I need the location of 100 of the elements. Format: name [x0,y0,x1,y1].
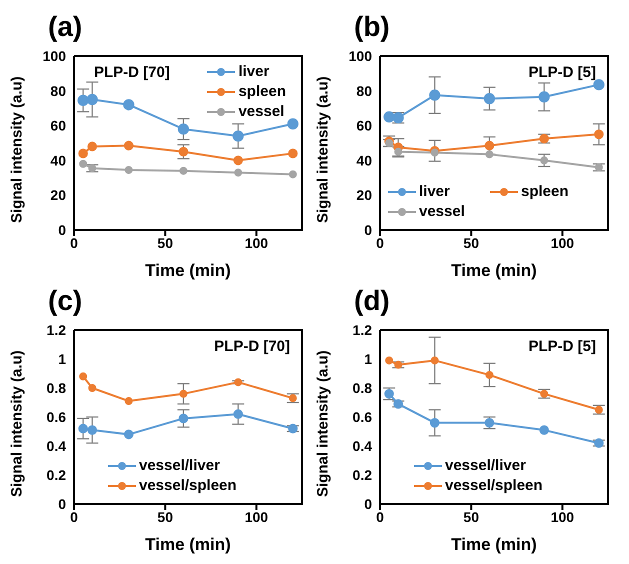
y-axis-title: Signal intensity (a.u) [8,350,26,497]
point [385,356,394,364]
point [79,160,88,168]
point [288,170,297,178]
x-tick-label: 50 [157,234,174,251]
point [594,406,603,414]
y-tick-label: 80 [356,82,372,99]
x-tick-label: 0 [376,508,384,525]
point [430,356,439,364]
chart-title: (b) [353,10,391,44]
annotation: PLP-D [5] [528,64,596,81]
y-tick-label: 40 [356,152,372,168]
point [540,156,548,164]
point [485,150,494,158]
point [538,91,550,102]
point [484,140,494,150]
y-tick-label: 0.4 [352,438,372,454]
y-tick-label: 0 [58,222,66,238]
legend-label: vessel/liver [445,456,526,476]
legend-label: vessel [238,102,284,122]
point [287,118,298,130]
point [234,378,242,386]
y-axis-title: Signal intensity (a.u) [8,76,26,223]
point [124,140,134,150]
x-axis-title: Time (min) [451,261,537,280]
point [288,394,297,402]
x-tick-label: 50 [463,508,480,525]
y-tick-label: 80 [50,82,66,99]
point [87,425,98,435]
y-tick-label: 0 [58,496,66,512]
point [234,168,242,177]
point [594,130,604,140]
y-tick-label: 60 [50,118,66,134]
chart-title: (a) [47,10,84,44]
x-tick-label: 50 [463,234,480,251]
point [430,418,440,428]
point [78,148,88,158]
point [78,424,88,434]
point [540,390,548,398]
point [594,438,604,448]
y-tick-label: 0.8 [352,380,372,396]
y-axis-title: Signal intensity (a.u) [314,76,332,223]
point [88,384,96,392]
point [233,156,243,166]
y-axis-title: Signal intensity (a.u) [314,350,332,497]
legend-label: liver [419,182,450,202]
y-tick-label: 1 [364,350,372,367]
y-tick-label: 0.4 [46,438,66,454]
y-tick-label: 20 [50,187,66,204]
x-tick-label: 100 [550,508,574,525]
point [124,430,134,440]
point [429,90,440,101]
y-tick-label: 0.8 [46,380,66,396]
chart-title: (d) [353,284,391,318]
y-tick-label: 1.2 [46,322,66,338]
legend-label: spleen [521,182,569,202]
x-axis-title: Time (min) [145,535,231,554]
x-axis-title: Time (min) [145,261,231,280]
x-tick-label: 0 [376,234,384,251]
x-tick-label: 0 [70,508,78,525]
point [484,93,496,104]
y-tick-label: 0.6 [46,408,66,425]
point [594,163,603,172]
y-tick-label: 100 [348,48,372,64]
x-tick-label: 50 [157,508,174,525]
x-tick-label: 100 [244,508,268,525]
point [79,372,88,380]
y-tick-label: 0.2 [46,466,66,483]
y-tick-label: 40 [50,152,66,168]
point [87,142,98,152]
y-tick-label: 100 [42,48,66,64]
point [179,390,188,398]
point [178,414,188,424]
y-tick-label: 1.2 [352,322,372,338]
legend-label: vessel/spleen [445,476,543,496]
legend-label: vessel/spleen [139,476,237,496]
point [384,111,395,122]
x-tick-label: 0 [70,234,78,251]
legend-label: spleen [238,82,286,102]
point [288,424,298,434]
y-tick-label: 0 [364,222,372,238]
annotation: PLP-D [70] [214,338,290,355]
point [179,166,188,175]
chart-title: (c) [47,284,84,318]
y-tick-label: 0.6 [352,408,372,425]
x-axis-title: Time (min) [451,535,537,554]
point [123,99,134,110]
point [485,370,494,379]
legend-label: vessel/liver [139,456,220,476]
point [86,94,98,106]
annotation: PLP-D [5] [528,338,596,355]
legend-label: liver [238,62,270,82]
point [124,166,133,174]
point [232,130,244,142]
point [430,148,439,157]
point [88,164,96,172]
y-tick-label: 20 [356,187,372,204]
x-tick-label: 100 [244,234,268,251]
x-tick-label: 100 [550,234,574,251]
point [178,146,188,156]
